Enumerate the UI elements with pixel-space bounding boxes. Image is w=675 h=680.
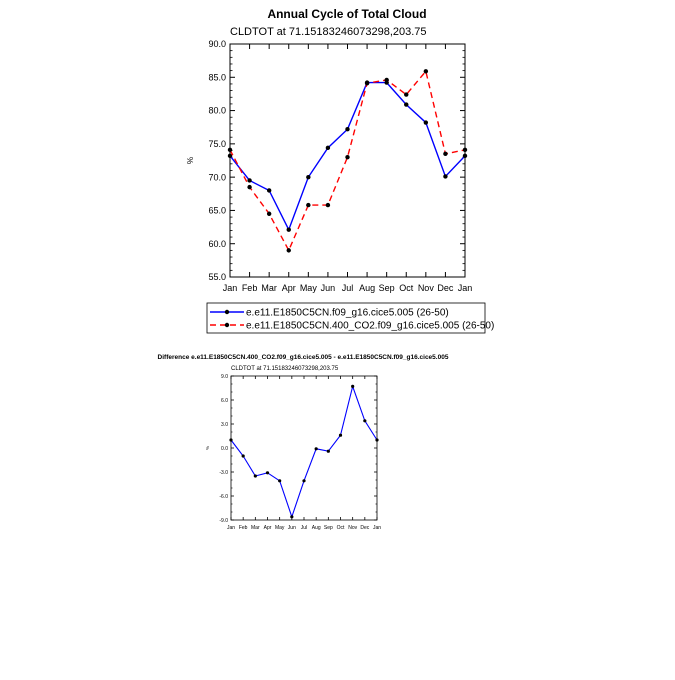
chart1-xtick-label: Dec bbox=[437, 283, 454, 293]
chart1-series-1-point bbox=[306, 202, 311, 208]
chart1-xtick-label: Jan bbox=[458, 283, 473, 293]
chart1-xtick-label: Oct bbox=[399, 283, 414, 293]
chart2-xtick-label: Mar bbox=[251, 525, 260, 531]
chart1-series-0-point bbox=[247, 178, 252, 183]
chart1-xtick-label: Feb bbox=[242, 283, 258, 293]
legend-label-0: e.e11.E1850C5CN.f09_g16.cice5.005 (26-50… bbox=[246, 308, 449, 319]
chart2-series-0-point bbox=[338, 433, 343, 437]
chart2-xtick-label: Jan bbox=[373, 525, 381, 531]
chart2-ytick-label: 9.0 bbox=[221, 374, 228, 380]
chart2-ytick-label: -9.0 bbox=[219, 518, 228, 524]
chart2-series-0-line bbox=[230, 384, 378, 519]
chart2-series-0-point bbox=[302, 479, 306, 483]
chart1-xtick-label: Apr bbox=[282, 283, 296, 293]
chart1-ytick-label: 55.0 bbox=[208, 272, 226, 282]
chart1-series-1-point bbox=[227, 147, 233, 153]
legend-box bbox=[206, 302, 486, 334]
chart2-plot: Jan Feb Mar Apr May Jun Jul Aug Sep Oct Nov Dec Jan-… bbox=[205, 374, 381, 531]
legend-marker-1 bbox=[224, 322, 230, 328]
chart2-xtick-label: Dec bbox=[360, 525, 369, 531]
chart2-title: Difference e.e11.E1850C5CN.400_CO2.f09_g… bbox=[158, 354, 449, 361]
chart1-xtick-label: May bbox=[300, 283, 318, 293]
chart2-xtick-label: Oct bbox=[337, 525, 345, 531]
chart1-title: Annual Cycle of Total Cloud bbox=[267, 7, 426, 21]
chart1-series-1-point bbox=[286, 248, 291, 253]
chart2-xtick-label: Jul bbox=[301, 525, 307, 531]
chart1-ytick-label: 90.0 bbox=[208, 39, 226, 49]
chart2-series-0-point bbox=[351, 384, 355, 388]
chart1-xtick-label: Jun bbox=[321, 283, 336, 293]
chart2-subtitle: CLDTOT at 71.15183246073298,203.75 bbox=[231, 366, 339, 372]
chart1-xtick-label: Aug bbox=[359, 283, 375, 293]
chart1-xtick-label: Mar bbox=[261, 283, 277, 293]
chart2-ytick-label: 0.0 bbox=[221, 446, 228, 452]
chart2-series-0-point bbox=[363, 419, 367, 423]
chart1-ytick-label: 70.0 bbox=[208, 172, 226, 182]
chart2-xtick-label: Aug bbox=[312, 525, 321, 531]
chart2-series-0-point bbox=[375, 438, 379, 442]
chart1-series-1-point bbox=[266, 211, 272, 216]
chart1-series-1-point bbox=[384, 77, 389, 83]
chart2-xtick-label: Sep bbox=[324, 525, 333, 531]
chart1-series-0-point bbox=[325, 145, 331, 151]
chart1-series-0-point bbox=[345, 127, 350, 132]
chart2-series-0-point bbox=[290, 515, 294, 519]
chart1-series-0-point bbox=[404, 102, 409, 107]
chart2-xtick-label: Jan bbox=[227, 525, 235, 531]
legend-marker-0 bbox=[224, 309, 230, 315]
chart2-ytick-label: 3.0 bbox=[221, 422, 228, 428]
chart1-legend: e.e11.E1850C5CN.f09_g16.cice5.005 (26-50… bbox=[206, 302, 494, 334]
chart1-frame bbox=[229, 43, 466, 278]
chart2-frame bbox=[230, 375, 378, 521]
chart2-ytick-label: -3.0 bbox=[219, 470, 228, 476]
chart2-ytick-label: 6.0 bbox=[221, 398, 228, 404]
chart1-series-1-point bbox=[404, 92, 409, 97]
chart1-ylabel: % bbox=[186, 157, 195, 164]
legend-label-1: e.e11.E1850C5CN.400_CO2.f09_g16.cice5.00… bbox=[246, 321, 494, 332]
chart1-series-1-point bbox=[247, 184, 252, 190]
chart1-ytick-label: 65.0 bbox=[208, 206, 226, 216]
chart1-series-0-point bbox=[286, 227, 291, 232]
chart1-subtitle: CLDTOT at 71.15183246073298,203.75 bbox=[230, 26, 427, 38]
chart1-series-1-point bbox=[462, 147, 468, 153]
chart1-series-1-point bbox=[443, 151, 448, 157]
chart1-ytick-label: 85.0 bbox=[208, 72, 226, 82]
chart2-xtick-label: May bbox=[275, 525, 285, 531]
chart2-ytick-label: -6.0 bbox=[219, 494, 228, 500]
chart1-xtick-label: Jul bbox=[342, 283, 354, 293]
chart1-ytick-label: 75.0 bbox=[208, 139, 226, 149]
chart2-ylabel: % bbox=[205, 446, 210, 450]
chart1-series-1-point bbox=[345, 154, 350, 160]
chart2-xtick-label: Apr bbox=[264, 525, 272, 531]
chart2-series-0-point bbox=[326, 449, 330, 453]
chart1-series-1-point bbox=[364, 81, 370, 86]
chart1-series-0-point bbox=[443, 174, 448, 179]
chart1-series-1-point bbox=[325, 202, 331, 208]
chart1-series-0-point bbox=[462, 153, 468, 159]
chart1-series-0-point bbox=[306, 174, 311, 180]
chart1-xtick-label: Nov bbox=[418, 283, 435, 293]
chart2-series-0-point bbox=[265, 471, 270, 475]
chart2-series-0-point bbox=[278, 479, 282, 483]
chart2-series-0-point bbox=[253, 474, 257, 478]
chart1-plot: Jan Feb Mar Apr May Jun Jul Aug Sep Oct Nov Dec Jan5… bbox=[186, 39, 472, 293]
chart2-xtick-label: Jun bbox=[288, 525, 296, 531]
chart1-series-1-point bbox=[423, 69, 429, 74]
chart1-xtick-label: Jan bbox=[223, 283, 238, 293]
chart1-series-0-point bbox=[423, 120, 429, 125]
chart1-series-0-point bbox=[266, 188, 272, 193]
chart1-ytick-label: 60.0 bbox=[208, 239, 226, 249]
chart2-series-0-point bbox=[241, 454, 245, 458]
chart1-series-1-line bbox=[229, 69, 466, 252]
chart1-series-0-point bbox=[227, 153, 233, 159]
chart1-xtick-label: Sep bbox=[379, 283, 395, 293]
chart1-ytick-label: 80.0 bbox=[208, 106, 226, 116]
chart2-series-0-point bbox=[314, 447, 318, 451]
chart2-xtick-label: Nov bbox=[348, 525, 357, 531]
chart2-xtick-label: Feb bbox=[239, 525, 248, 531]
chart2-series-0-point bbox=[229, 438, 233, 442]
